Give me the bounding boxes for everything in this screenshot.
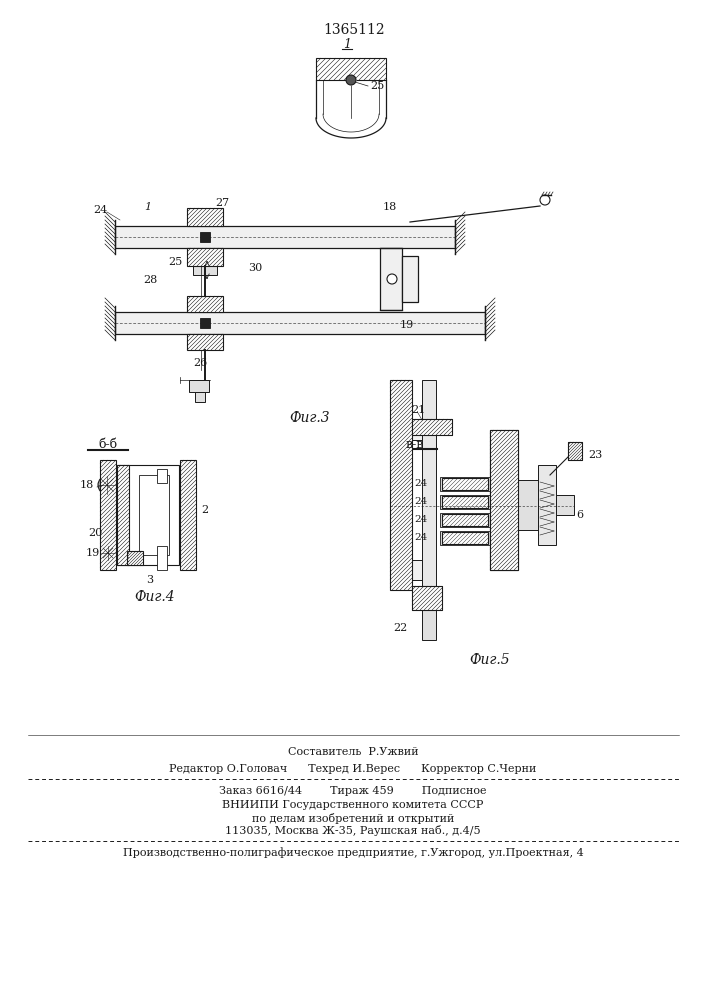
Text: 18: 18 [80, 480, 94, 490]
Bar [440, 531, 490, 545]
Text: 23: 23 [588, 450, 602, 460]
Circle shape [98, 476, 116, 494]
Bar [440, 513, 490, 527]
Bar [442, 532, 488, 544]
Bar [390, 380, 412, 590]
Text: 3: 3 [146, 575, 153, 585]
Bar [518, 480, 538, 530]
Circle shape [101, 546, 115, 560]
Circle shape [387, 274, 397, 284]
Text: б-б: б-б [98, 438, 117, 452]
Bar [200, 232, 210, 242]
Circle shape [540, 195, 550, 205]
Bar [422, 608, 436, 640]
Bar [316, 58, 386, 80]
Text: Фиг.3: Фиг.3 [290, 411, 330, 425]
Text: 24: 24 [415, 497, 428, 506]
Text: 26: 26 [193, 358, 207, 368]
Text: 28: 28 [143, 275, 157, 285]
Bar [195, 392, 205, 402]
Bar [402, 256, 418, 302]
Bar [556, 495, 574, 515]
Text: 25: 25 [168, 257, 182, 267]
Bar [157, 469, 167, 483]
Bar [117, 465, 179, 565]
Text: 1: 1 [144, 202, 151, 212]
Bar [187, 208, 223, 226]
Text: ВНИИПИ Государственного комитета СССР: ВНИИПИ Государственного комитета СССР [222, 800, 484, 810]
Bar [189, 380, 209, 392]
Text: Фиг.4: Фиг.4 [135, 590, 175, 604]
Bar [200, 318, 210, 328]
Bar [100, 460, 116, 570]
Bar [117, 465, 129, 565]
Text: 25: 25 [370, 81, 384, 91]
Bar [127, 551, 143, 565]
Bar [442, 496, 488, 508]
Bar [412, 419, 452, 435]
Text: 113035, Москва Ж-35, Раушская наб., д.4/5: 113035, Москва Ж-35, Раушская наб., д.4/… [226, 826, 481, 836]
Text: 20: 20 [88, 528, 102, 538]
Text: 2: 2 [201, 505, 209, 515]
Circle shape [346, 75, 356, 85]
Text: по делам изобретений и открытий: по делам изобретений и открытий [252, 812, 454, 824]
Text: 24: 24 [415, 516, 428, 524]
Bar [115, 226, 455, 248]
Bar [440, 495, 490, 509]
Text: 1: 1 [343, 38, 351, 51]
Bar [442, 514, 488, 526]
Bar [187, 296, 223, 312]
Bar [490, 430, 518, 570]
Bar [490, 470, 506, 538]
Text: 19: 19 [400, 320, 414, 330]
Bar [538, 465, 556, 545]
Text: 19: 19 [86, 548, 100, 558]
Bar [412, 419, 452, 435]
Bar [412, 586, 442, 610]
Text: 27: 27 [215, 198, 229, 208]
Bar [568, 442, 582, 460]
Text: 24: 24 [93, 205, 107, 215]
Text: 18: 18 [383, 202, 397, 212]
Text: Фиг.5: Фиг.5 [469, 653, 510, 667]
Bar [412, 586, 442, 610]
Bar [442, 478, 488, 490]
Bar [412, 560, 422, 580]
Bar [193, 265, 217, 275]
Bar [157, 546, 167, 570]
Bar [440, 477, 490, 491]
Text: Составитель  Р.Ужвий: Составитель Р.Ужвий [288, 747, 419, 757]
Bar [412, 420, 422, 440]
Text: 21: 21 [411, 405, 425, 415]
Bar [187, 248, 223, 266]
Bar [568, 442, 582, 460]
Text: 1365112: 1365112 [323, 23, 385, 37]
Text: 24: 24 [415, 480, 428, 488]
Text: 24: 24 [415, 534, 428, 542]
Bar [139, 475, 169, 555]
Text: 6: 6 [576, 510, 583, 520]
Bar [115, 312, 485, 334]
Text: в-в: в-в [406, 438, 424, 450]
Text: Производственно-полиграфическое предприятие, г.Ужгород, ул.Проектная, 4: Производственно-полиграфическое предприя… [122, 848, 583, 858]
Bar [180, 460, 196, 570]
Bar [380, 248, 402, 310]
Text: Редактор О.Головач      Техред И.Верес      Корректор С.Черни: Редактор О.Головач Техред И.Верес Коррек… [169, 764, 537, 774]
Bar [490, 430, 518, 570]
Bar [187, 334, 223, 350]
Text: 30: 30 [248, 263, 262, 273]
Text: Заказ 6616/44        Тираж 459        Подписное: Заказ 6616/44 Тираж 459 Подписное [219, 786, 486, 796]
Text: 22: 22 [393, 623, 407, 633]
Bar [422, 380, 436, 600]
